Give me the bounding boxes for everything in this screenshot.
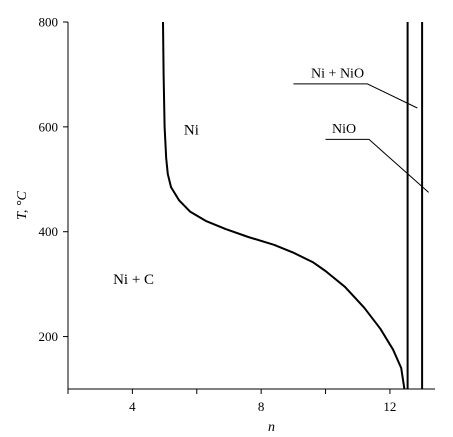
y-axis-label: T, °C	[15, 190, 30, 219]
annotations: Ni Ni + C Ni + NiO NiO	[113, 67, 429, 288]
y-axis-ticks: 200 400 600 800	[39, 15, 68, 344]
callout-label: Ni + NiO	[311, 67, 364, 82]
x-tick-label: 8	[258, 399, 265, 414]
region-label: Ni	[184, 123, 199, 139]
y-tick-label: 400	[39, 224, 59, 239]
x-axis-ticks: 4 8 12	[67, 389, 396, 414]
x-tick-label: 4	[129, 399, 136, 414]
x-tick-label: 12	[383, 399, 396, 414]
x-axis-label: n	[268, 420, 275, 435]
y-tick-label: 600	[39, 119, 59, 134]
y-tick-label: 200	[39, 329, 59, 344]
series-line-1	[162, 21, 406, 390]
callout-leader-line	[293, 83, 418, 109]
callout-leader-line	[325, 138, 429, 193]
y-tick-label: 800	[39, 15, 59, 30]
callout-label: NiO	[332, 122, 356, 137]
plot-area	[162, 21, 424, 390]
region-label: Ni + C	[113, 272, 154, 288]
